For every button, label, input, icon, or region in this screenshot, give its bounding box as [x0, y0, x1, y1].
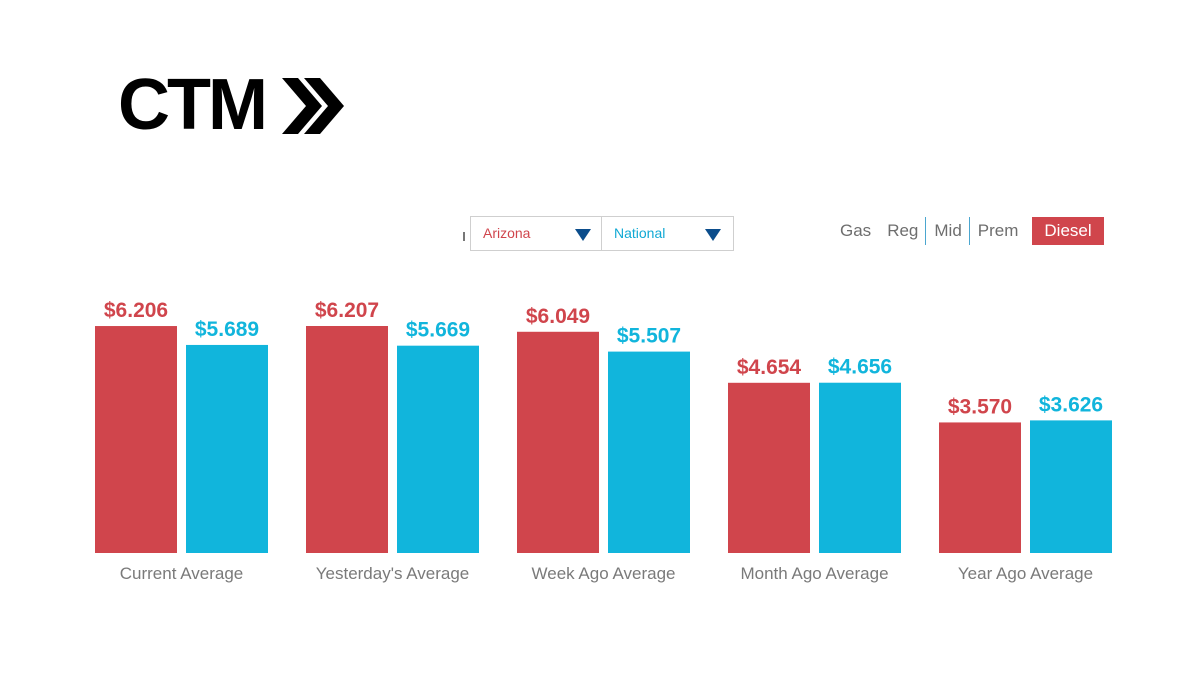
state-value-label: $6.049 — [526, 305, 590, 328]
state-bar — [728, 382, 810, 553]
divider-mark — [463, 232, 465, 241]
tab-gas[interactable]: Gas — [840, 221, 872, 240]
tab-diesel[interactable]: Diesel — [1032, 217, 1104, 245]
caret-down-icon — [705, 229, 721, 241]
comparison-dropdown[interactable]: National — [601, 217, 731, 250]
state-dropdown-label: Arizona — [483, 225, 531, 241]
state-value-label: $4.654 — [737, 356, 802, 379]
category-label: Year Ago Average — [958, 564, 1093, 583]
national-bar — [819, 382, 901, 553]
category-label: Current Average — [120, 564, 243, 583]
tab-mid[interactable]: Mid — [925, 217, 969, 245]
logo-text: CTM — [118, 65, 268, 145]
tab-prem[interactable]: Prem — [968, 217, 1027, 245]
national-bar — [608, 351, 690, 553]
state-bar — [517, 331, 599, 553]
national-value-label: $3.626 — [1039, 393, 1103, 416]
state-bar — [306, 326, 388, 553]
category-label: Yesterday's Average — [316, 564, 470, 583]
national-value-label: $5.689 — [195, 318, 259, 341]
region-selector: Arizona National — [470, 216, 734, 251]
national-value-label: $5.507 — [617, 325, 681, 348]
category-label: Week Ago Average — [532, 564, 676, 583]
category-label: Month Ago Average — [740, 564, 888, 583]
tab-reg[interactable]: Reg — [887, 221, 919, 240]
caret-down-icon — [575, 229, 591, 241]
state-bar — [939, 422, 1021, 553]
national-bar — [397, 345, 479, 553]
state-bar — [95, 326, 177, 553]
state-dropdown[interactable]: Arizona — [471, 217, 601, 250]
national-value-label: $5.669 — [406, 319, 470, 342]
national-bar — [1030, 420, 1112, 553]
state-value-label: $6.207 — [315, 299, 379, 322]
national-bar — [186, 344, 268, 553]
fuel-type-tabs: Gas Reg Mid Prem Diesel — [832, 216, 1104, 246]
state-value-label: $3.570 — [948, 395, 1012, 418]
comparison-dropdown-label: National — [614, 225, 666, 241]
state-value-label: $6.206 — [104, 299, 168, 322]
national-value-label: $4.656 — [828, 356, 892, 379]
ctm-logo: CTM — [118, 65, 350, 145]
chevrons-right-icon — [282, 78, 344, 134]
